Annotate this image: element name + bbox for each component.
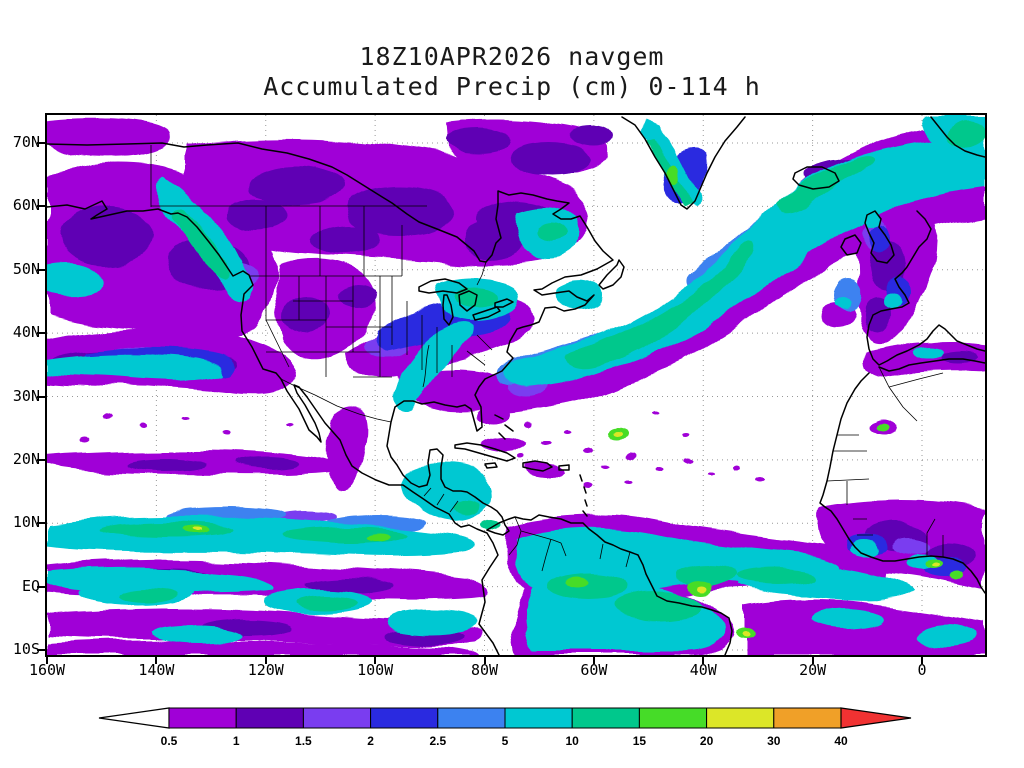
colorbar-tick-label: 10 <box>565 734 579 748</box>
colorbar-tick-label: 0.5 <box>160 734 178 748</box>
coast-jamaica <box>484 462 498 469</box>
y-axis-tick-mark <box>37 395 45 398</box>
x-axis-tick-mark <box>483 657 486 664</box>
coast-lake-superior <box>418 278 468 294</box>
y-axis-tick-mark <box>37 458 45 461</box>
x-axis-tick-mark <box>46 657 48 664</box>
y-axis-tick-label: EQ <box>21 576 40 595</box>
coast-lake-ontario <box>494 298 514 308</box>
coast-south-america-north <box>486 514 733 655</box>
border-central-america <box>423 487 459 513</box>
chart-title: 18Z10APR2026 navgem Accumulated Precip (… <box>0 42 1024 102</box>
y-axis-tick-label: 10S <box>12 640 40 658</box>
colorbar-tick-label: 1.5 <box>295 734 312 748</box>
y-axis-tick-label: 60N <box>12 196 40 215</box>
coast-ireland <box>840 234 862 256</box>
coast-scandinavia <box>930 116 985 158</box>
coast-puerto-rico <box>558 464 570 471</box>
colorbar-tick-label: 2.5 <box>429 734 447 748</box>
coast-greenland <box>621 116 746 210</box>
x-axis-tick-mark <box>702 657 705 664</box>
colorbar-tick-label: 40 <box>834 734 848 748</box>
coast-north-america-arctic-atlantic <box>47 142 614 536</box>
precip-shading <box>47 115 985 655</box>
colorbar-tick-label: 2 <box>367 734 374 748</box>
colorbar-segment <box>370 707 439 729</box>
x-axis-tick-mark <box>374 657 377 664</box>
chart-title-line2: Accumulated Precip (cm) 0-114 h <box>263 72 761 101</box>
colorbar-tick-label: 15 <box>632 734 647 748</box>
x-axis-tick-label: 100W <box>357 661 394 679</box>
x-axis-tick-label: 160W <box>28 661 66 679</box>
chart-title-line1: 18Z10APR2026 navgem <box>359 42 665 71</box>
colorbar-tick-label: 5 <box>501 734 509 748</box>
y-axis-tick-label: 30N <box>12 386 40 405</box>
border-africa <box>826 366 944 557</box>
x-axis-tick-mark <box>264 657 267 664</box>
y-axis-tick-label: 40N <box>12 323 40 342</box>
coast-lesser-antilles <box>579 474 588 517</box>
x-axis-tick-label: 80W <box>470 661 499 679</box>
colorbar-segment <box>168 707 237 729</box>
y-axis-tick-mark <box>37 268 45 271</box>
y-axis-tick-mark <box>37 205 45 208</box>
colorbar-tick-label: 1 <box>232 734 240 748</box>
colorbar-tick-label: 20 <box>699 734 714 748</box>
border-us-mexico <box>280 378 392 423</box>
colorbar-under-arrow <box>98 707 170 729</box>
border-south-america <box>508 516 631 572</box>
y-axis-tick-label: 10N <box>12 513 40 532</box>
x-axis-tick-mark <box>155 657 158 664</box>
precip-map-canvas <box>47 115 985 655</box>
border-us-states <box>265 276 493 388</box>
coast-iceland <box>792 166 840 190</box>
x-axis-tick-mark <box>592 657 595 664</box>
colorbar: 0.5 1 1.5 2 2.5 5 10 15 20 30 40 <box>97 706 927 762</box>
x-axis-tick-label: 60W <box>580 661 608 679</box>
coast-hispaniola <box>522 460 553 472</box>
y-axis-tick-label: 20N <box>12 449 40 468</box>
coast-lake-huron <box>458 290 478 312</box>
coast-cuba <box>454 442 516 462</box>
border-canada-us <box>150 145 487 286</box>
y-axis-tick-mark <box>37 142 45 144</box>
x-axis-tick-label: 40W <box>689 661 717 679</box>
x-axis-tick-label: 20W <box>799 661 827 679</box>
colorbar-segment <box>706 707 775 729</box>
colorbar-segment <box>504 707 573 729</box>
y-axis-tick-label: 50N <box>12 259 40 278</box>
coast-newfoundland <box>598 259 625 290</box>
colorbar-segment <box>235 707 304 729</box>
y-axis-tick-mark <box>37 585 45 588</box>
x-axis-tick-label: 0 <box>917 661 927 679</box>
colorbar-canvas <box>98 707 912 729</box>
colorbar-segment <box>302 707 372 729</box>
coast-lake-erie <box>472 306 501 321</box>
colorbar-segment <box>773 707 842 729</box>
colorbar-segment <box>437 707 506 729</box>
y-axis-tick-label: 70N <box>12 133 40 151</box>
y-axis-tick-mark <box>37 649 45 651</box>
colorbar-segment <box>638 707 708 729</box>
coast-great-britain <box>864 210 895 264</box>
political-borders <box>150 145 944 572</box>
coast-lake-michigan <box>442 294 454 326</box>
colorbar-over-arrow <box>840 707 912 729</box>
map-plot-area <box>45 113 987 657</box>
coast-western-europe <box>866 210 985 366</box>
coast-north-america-pacific <box>47 200 500 655</box>
x-axis-tick-label: 120W <box>247 661 284 679</box>
x-axis-tick-mark <box>811 657 814 664</box>
colorbar-segment <box>571 707 640 729</box>
x-axis-tick-label: 140W <box>138 661 175 679</box>
y-axis-tick-mark <box>37 332 45 335</box>
x-axis-tick-mark <box>921 657 923 664</box>
y-axis-tick-mark <box>37 522 45 525</box>
colorbar-tick-label: 30 <box>767 734 781 748</box>
coast-north-africa-mediterranean <box>878 358 985 372</box>
coast-bahamas <box>494 414 514 440</box>
